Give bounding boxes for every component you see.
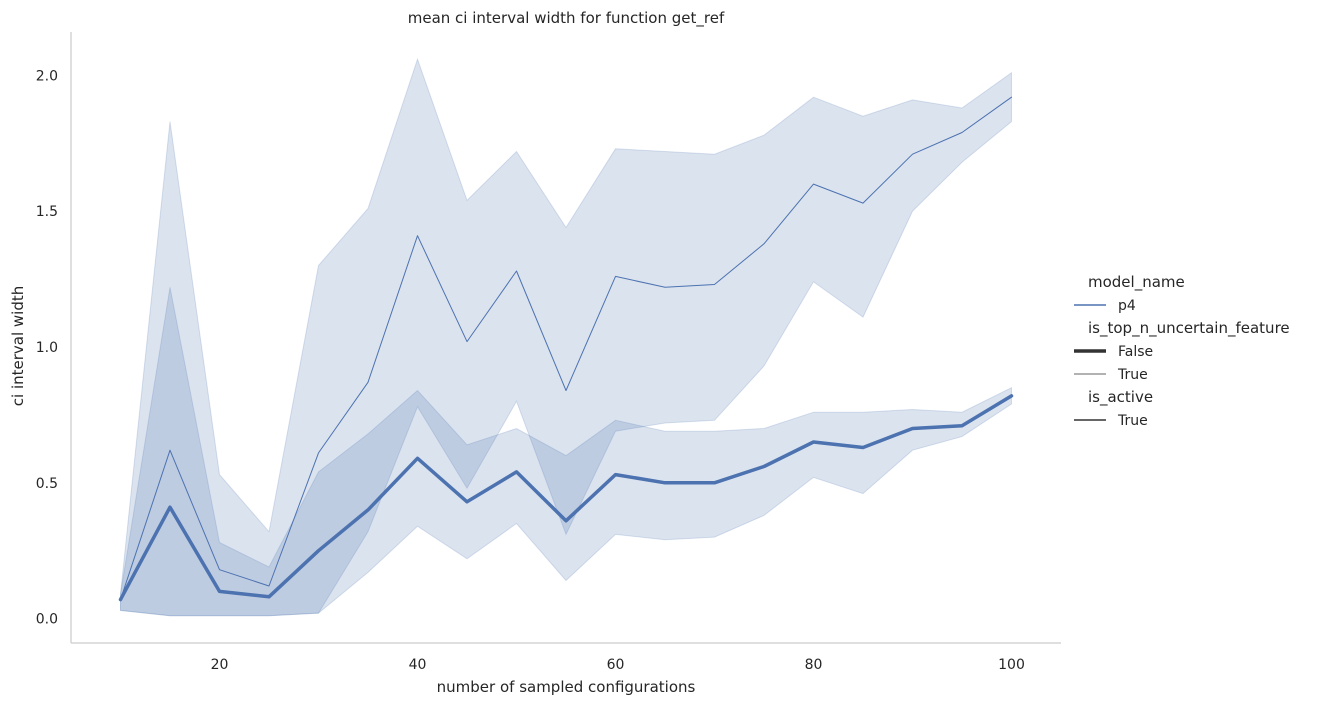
legend: model_name p4 is_top_n_uncertain_feature Fa… (1074, 273, 1290, 429)
ticks: 20 40 60 80 100 0.0 0.5 1.0 1.5 2.0 (36, 68, 1025, 673)
x-tick-label: 100 (998, 657, 1025, 673)
ci-band-false (120, 287, 1012, 617)
legend-label: False (1118, 344, 1153, 360)
y-tick-label: 1.5 (36, 204, 58, 220)
legend-label: p4 (1118, 298, 1136, 314)
x-axis-label: number of sampled configurations (437, 678, 696, 696)
chart-title: mean ci interval width for function get_… (408, 9, 725, 28)
series-line-false (118, 394, 1014, 602)
series-line-true (120, 96, 1012, 601)
x-tick-label: 40 (409, 657, 427, 673)
y-axis-label: ci interval width (9, 286, 27, 406)
x-tick-label: 20 (211, 657, 229, 673)
ci-bands (120, 57, 1012, 617)
y-tick-label: 2.0 (36, 68, 58, 84)
legend-label: True (1117, 413, 1148, 429)
legend-label: True (1117, 367, 1148, 383)
legend-title: is_top_n_uncertain_feature (1088, 319, 1290, 338)
axes (70, 32, 1061, 644)
legend-title: is_active (1088, 388, 1153, 407)
x-tick-label: 60 (607, 657, 625, 673)
series-lines (118, 96, 1014, 602)
y-tick-label: 1.0 (36, 340, 58, 356)
ci-band-true (120, 57, 1012, 617)
y-tick-label: 0.5 (36, 476, 58, 492)
legend-title: model_name (1088, 273, 1185, 292)
x-tick-label: 80 (805, 657, 823, 673)
y-tick-label: 0.0 (36, 612, 58, 628)
